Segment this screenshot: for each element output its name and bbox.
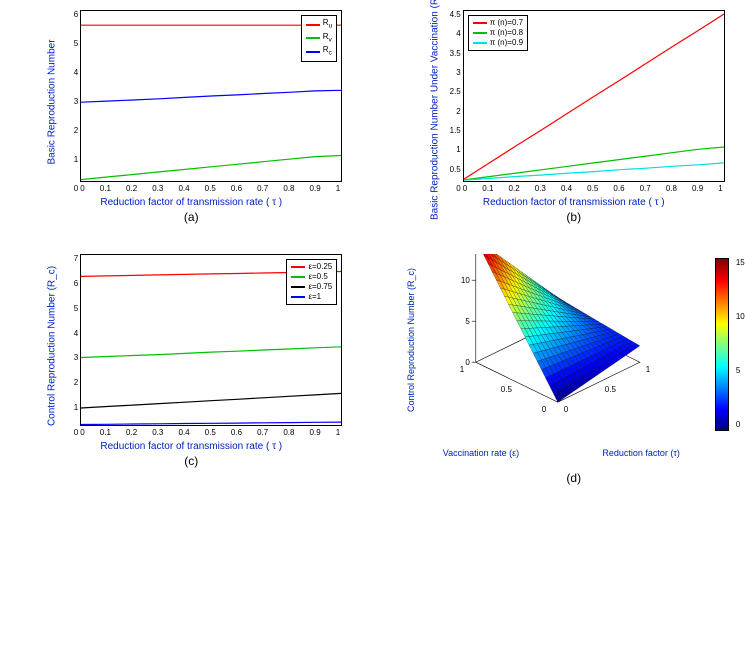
svg-text:0.5: 0.5: [605, 385, 617, 394]
svg-text:1: 1: [646, 365, 651, 374]
panel-c-ylabel: Control Reproduction Number (R_c): [47, 265, 58, 425]
svg-text:0.5: 0.5: [501, 385, 513, 394]
panel-a-ylabel: Basic Reproduction Number: [47, 39, 58, 164]
panel-b-plot: π (n)=0.7π (n)=0.8π (n)=0.9: [463, 10, 725, 182]
panel-c: 01234567 Control Reproduction Number (R_…: [10, 254, 373, 485]
svg-text:0: 0: [465, 358, 470, 367]
svg-text:1: 1: [460, 365, 465, 374]
panel-a-xticks: 00.10.20.30.40.50.60.70.80.91: [80, 184, 340, 193]
panel-c-sublabel: (c): [184, 454, 198, 468]
panel-c-legend: ε=0.25ε=0.5ε=0.75ε=1: [286, 259, 337, 305]
panel-a-xlabel: Reduction factor of transmission rate ( …: [100, 197, 282, 208]
panel-b-ylabel: Basic Reproduction Number Under Vaccinat…: [429, 0, 440, 220]
panel-c-plot: ε=0.25ε=0.5ε=0.75ε=1: [80, 254, 342, 426]
panel-b-xticks: 00.10.20.30.40.50.60.70.80.91: [463, 184, 723, 193]
panel-d-colorbar: [715, 258, 729, 431]
panel-d-sublabel: (d): [566, 471, 581, 485]
panel-d-zlabel: Control Reproduction Number (R_c): [406, 267, 416, 411]
panel-d-ylabel: Vaccination rate (ε): [443, 448, 519, 458]
panel-a: 0123456 Basic Reproduction Number RuRvRc…: [10, 10, 373, 224]
panel-b-yticks: 00.511.522.533.544.5: [447, 10, 461, 193]
panel-c-xlabel: Reduction factor of transmission rate ( …: [100, 441, 282, 452]
svg-text:10: 10: [461, 276, 470, 285]
panel-c-xticks: 00.10.20.30.40.50.60.70.80.91: [80, 428, 340, 437]
panel-b: 00.511.522.533.544.5 Basic Reproduction …: [393, 10, 745, 224]
panel-a-sublabel: (a): [184, 210, 199, 224]
panel-d-plot: 05101500.5100.51: [429, 254, 709, 444]
panel-b-sublabel: (b): [566, 210, 581, 224]
panel-d: 05101500.5100.51 051015 Control Reproduc…: [393, 254, 745, 485]
panel-b-legend: π (n)=0.7π (n)=0.8π (n)=0.9: [468, 15, 528, 51]
figure-grid: 0123456 Basic Reproduction Number RuRvRc…: [10, 10, 745, 485]
svg-text:0: 0: [542, 405, 547, 414]
svg-text:0: 0: [564, 405, 569, 414]
panel-a-yticks: 0123456: [64, 10, 78, 193]
panel-d-colorbar-ticks: 051015: [736, 258, 745, 429]
panel-b-xlabel: Reduction factor of transmission rate ( …: [483, 197, 665, 208]
panel-a-legend: RuRvRc: [301, 15, 337, 62]
panel-a-plot: RuRvRc: [80, 10, 342, 182]
svg-text:5: 5: [465, 317, 470, 326]
panel-d-xlabel: Reduction factor (τ): [602, 448, 680, 458]
panel-c-yticks: 01234567: [64, 254, 78, 437]
